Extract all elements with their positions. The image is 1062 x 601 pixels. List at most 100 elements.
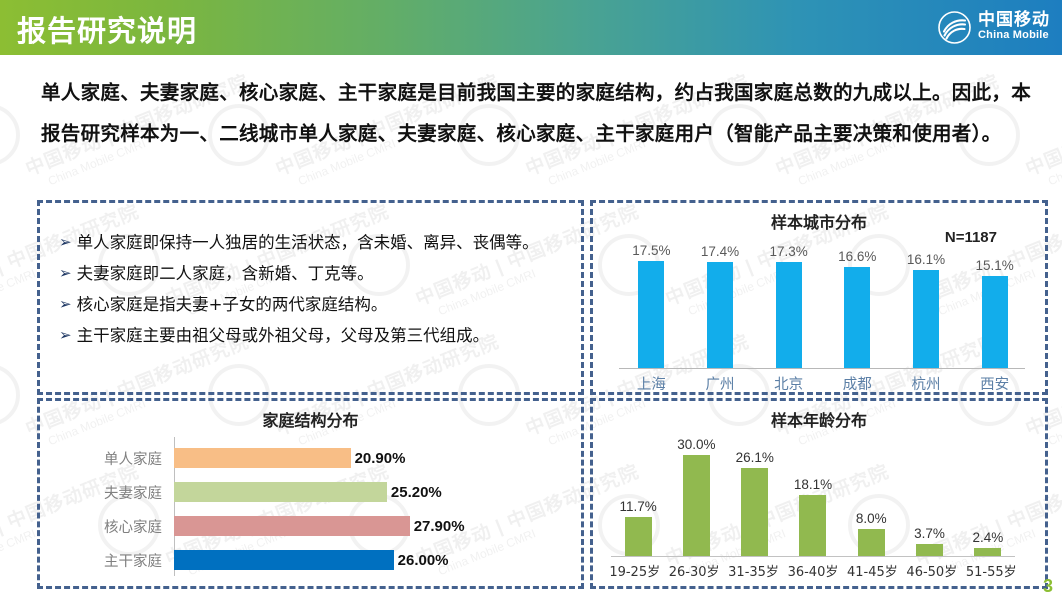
structure-category-label: 单人家庭 — [104, 451, 162, 468]
definition-item: ➢ 主干家庭主要由祖父母或外祖父母，父母及第三代组成。 — [59, 320, 571, 351]
age-category-label: 41-45岁 — [847, 565, 898, 580]
structure-bar-row: 核心家庭 27.90% — [40, 513, 581, 539]
definition-item: ➢ 单人家庭即保持一人独居的生活状态，含未婚、离异、丧偶等。 — [59, 227, 571, 258]
watermark-ring-icon — [0, 104, 20, 166]
age-bar-value-label: 18.1% — [793, 476, 833, 492]
city-bar-column: 17.4% — [689, 233, 751, 368]
age-bar — [624, 516, 652, 556]
city-chart-title: 样本城市分布 — [770, 213, 867, 232]
city-sample-size-label: N=1187 — [944, 229, 997, 246]
structure-bar — [174, 482, 387, 502]
watermark-ring-icon — [0, 364, 20, 426]
city-bar-column: 16.1% — [895, 233, 957, 368]
city-chart-axis-line — [619, 368, 1025, 369]
city-category-label: 广州 — [705, 377, 735, 393]
structure-bar — [174, 448, 351, 468]
city-bar-value-label: 16.1% — [906, 251, 946, 267]
structure-category-label: 夫妻家庭 — [104, 485, 162, 502]
age-bar-column: 30.0% — [668, 431, 724, 556]
city-bar-value-label: 17.4% — [700, 243, 740, 259]
definitions-list: ➢ 单人家庭即保持一人独居的生活状态，含未婚、离异、丧偶等。 ➢ 夫妻家庭即二人家庭，… — [59, 227, 571, 351]
city-bar-value-label: 15.1% — [975, 257, 1014, 273]
structure-bar-value-label: 26.00% — [397, 551, 449, 569]
structure-bar-row: 夫妻家庭 25.20% — [40, 479, 581, 505]
age-chart-title: 样本年龄分布 — [770, 411, 867, 430]
china-mobile-logo: 中国移动 China Mobile — [938, 9, 1050, 45]
structure-chart-title: 家庭结构分布 — [262, 411, 359, 430]
structure-bar-value-label: 25.20% — [390, 483, 442, 501]
city-bar-column: 17.5% — [620, 233, 682, 368]
definition-item-text: 夫妻家庭即二人家庭，含新婚、丁克等。 — [76, 264, 374, 283]
logo-english-text: China Mobile — [978, 29, 1049, 42]
family-structure-panel: 家庭结构分布 单人家庭 20.90% 夫妻家庭 25.20% 核心家庭 27.90% 主干家… — [37, 398, 584, 589]
age-bar-value-label: 3.7% — [914, 525, 945, 541]
age-bar-column: 26.1% — [727, 431, 783, 556]
page-header: 报告研究说明 中国移动 China Mobile — [0, 0, 1062, 55]
city-bar — [981, 275, 1008, 368]
city-category-label: 西安 — [980, 377, 1010, 393]
age-category-label: 19-25岁 — [609, 565, 661, 580]
city-bar-value-label: 17.3% — [769, 244, 808, 260]
page-title: 报告研究说明 — [17, 14, 198, 48]
city-bar — [844, 266, 871, 368]
definition-item-text: 核心家庭是指夫妻+子女的两代家庭结构。 — [76, 295, 388, 314]
age-category-label: 51-55岁 — [965, 565, 1017, 580]
age-bar-column: 18.1% — [785, 431, 841, 556]
age-bar-value-label: 30.0% — [677, 436, 716, 452]
age-chart-axis-line — [611, 556, 1015, 557]
city-chart-plot: 17.5% 17.4% 17.3% 16.6% 16.1% 15.1% — [617, 233, 1029, 368]
age-bar — [741, 467, 769, 556]
city-bar — [638, 261, 665, 368]
arrow-bullet-icon: ➢ — [59, 264, 72, 282]
structure-chart-axis-line — [174, 437, 175, 576]
city-chart-category-labels: 上海 广州 北京 成都 杭州 西安 — [617, 373, 1029, 395]
age-bar — [799, 494, 827, 556]
age-bar — [916, 543, 944, 556]
age-chart-plot: 11.7% 30.0% 26.1% 18.1% 8.0% 3.7% 2.4% — [609, 431, 1017, 556]
structure-bar — [174, 516, 410, 536]
arrow-bullet-icon: ➢ — [59, 326, 72, 344]
definition-item-text: 单人家庭即保持一人独居的生活状态，含未婚、离异、丧偶等。 — [76, 233, 539, 252]
arrow-bullet-icon: ➢ — [59, 295, 72, 313]
city-bar-value-label: 17.5% — [632, 243, 671, 259]
city-distribution-panel: 样本城市分布 N=1187 17.5% 17.4% 17.3% 16.6% 16.1% 1… — [590, 200, 1048, 395]
definition-item: ➢ 核心家庭是指夫妻+子女的两代家庭结构。 — [59, 289, 571, 320]
structure-bar-value-label: 27.90% — [413, 517, 465, 535]
definition-item: ➢ 夫妻家庭即二人家庭，含新婚、丁克等。 — [59, 258, 571, 289]
structure-bar-value-label: 20.90% — [354, 449, 406, 467]
structure-category-label: 核心家庭 — [104, 519, 162, 536]
age-distribution-panel: 样本年龄分布 11.7% 30.0% 26.1% 18.1% 8.0% 3.7% 2.4% … — [590, 398, 1048, 589]
city-bar — [912, 269, 939, 368]
page-number: 3 — [1042, 576, 1053, 596]
age-bar-column: 8.0% — [843, 431, 899, 556]
age-bar-value-label: 2.4% — [972, 529, 1004, 545]
age-bar — [857, 529, 885, 556]
city-bar-column: 16.6% — [826, 233, 888, 368]
definition-item-text: 主干家庭主要由祖父母或外祖父母，父母及第三代组成。 — [76, 326, 490, 345]
city-bar-column: 17.3% — [758, 233, 820, 368]
city-bar — [706, 261, 733, 368]
age-bar-value-label: 11.7% — [619, 498, 657, 514]
age-category-label: 26-30岁 — [668, 565, 720, 580]
age-bar — [974, 547, 1002, 556]
age-category-label: 36-40岁 — [787, 565, 839, 580]
city-category-label: 北京 — [774, 377, 804, 393]
logo-wordmark: 中国移动 China Mobile — [978, 10, 1050, 42]
age-bar-value-label: 8.0% — [855, 511, 887, 526]
age-bar-column: 3.7% — [902, 431, 958, 556]
city-bar-column: 15.1% — [964, 233, 1026, 368]
city-category-label: 杭州 — [911, 377, 941, 393]
arrow-bullet-icon: ➢ — [59, 233, 72, 251]
city-category-label: 成都 — [842, 377, 872, 393]
age-category-label: 31-35岁 — [728, 565, 779, 580]
age-bar-column: 2.4% — [960, 431, 1016, 556]
structure-bar-row: 单人家庭 20.90% — [40, 445, 581, 471]
age-category-label: 46-50岁 — [906, 565, 958, 580]
city-bar — [775, 262, 802, 368]
age-bar-column: 11.7% — [610, 431, 666, 556]
logo-chinese-text: 中国移动 — [978, 10, 1050, 31]
structure-category-label: 主干家庭 — [104, 553, 162, 570]
city-bar-value-label: 16.6% — [838, 248, 877, 264]
definitions-panel: ➢ 单人家庭即保持一人独居的生活状态，含未婚、离异、丧偶等。 ➢ 夫妻家庭即二人家庭，… — [37, 200, 584, 395]
age-chart-category-labels: 19-25岁 26-30岁 31-35岁 36-40岁 41-45岁 46-50岁 51-5… — [605, 561, 1021, 583]
